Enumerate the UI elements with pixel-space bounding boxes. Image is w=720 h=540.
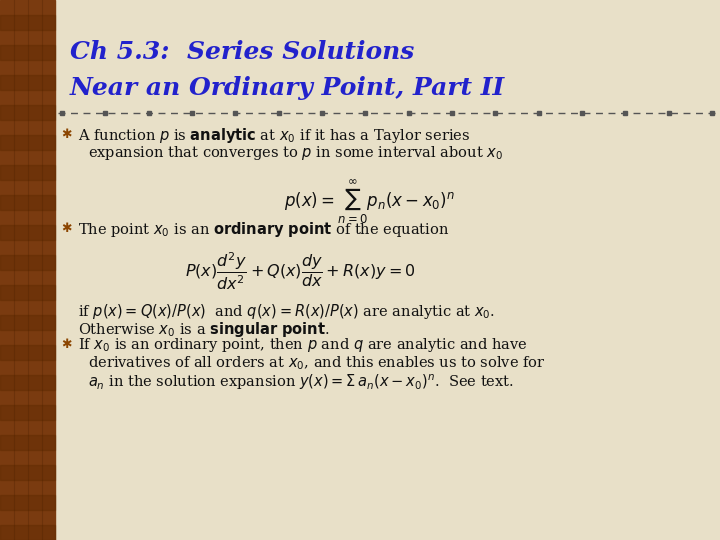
- Bar: [0, 435, 55, 450]
- Text: $P(x)\dfrac{d^2y}{dx^2} + Q(x)\dfrac{dy}{dx} + R(x)y = 0$: $P(x)\dfrac{d^2y}{dx^2} + Q(x)\dfrac{dy}…: [185, 251, 415, 292]
- Text: Near an Ordinary Point, Part II: Near an Ordinary Point, Part II: [70, 76, 505, 100]
- Bar: [0, 195, 55, 210]
- Text: $p(x) = \sum_{n=0}^{\infty} p_n(x - x_0)^n$: $p(x) = \sum_{n=0}^{\infty} p_n(x - x_0)…: [284, 177, 456, 226]
- Bar: [0, 105, 55, 120]
- Text: Otherwise $x_0$ is a $\mathbf{singular\ point}$.: Otherwise $x_0$ is a $\mathbf{singular\ …: [78, 320, 330, 339]
- Bar: [0, 465, 55, 480]
- Text: if $p(x) = Q(x)/P(x)$  and $q(x)= R(x)/P(x)$ are analytic at $x_0$.: if $p(x) = Q(x)/P(x)$ and $q(x)= R(x)/P(…: [78, 302, 495, 321]
- Bar: [0, 495, 55, 510]
- Text: derivatives of all orders at $x_0$, and this enables us to solve for: derivatives of all orders at $x_0$, and …: [88, 354, 546, 372]
- Bar: [0, 405, 55, 420]
- Bar: [0, 315, 55, 330]
- Text: ✱: ✱: [60, 127, 71, 140]
- Text: expansion that converges to $p$ in some interval about $x_0$: expansion that converges to $p$ in some …: [88, 144, 503, 162]
- Text: Ch 5.3:  Series Solutions: Ch 5.3: Series Solutions: [70, 40, 415, 64]
- Bar: [0, 375, 55, 390]
- Bar: [0, 15, 55, 30]
- Text: The point $x_0$ is an $\mathbf{ordinary\ point}$ of the equation: The point $x_0$ is an $\mathbf{ordinary\…: [78, 220, 449, 239]
- Text: ✱: ✱: [60, 221, 71, 234]
- Bar: [0, 135, 55, 150]
- Bar: [0, 165, 55, 180]
- Bar: [0, 345, 55, 360]
- Text: A function $p$ is $\mathbf{analytic}$ at $x_0$ if it has a Taylor series: A function $p$ is $\mathbf{analytic}$ at…: [78, 126, 470, 145]
- Text: ✱: ✱: [60, 338, 71, 350]
- Bar: [0, 255, 55, 270]
- Text: $a_n$ in the solution expansion $y(x) = \Sigma\, a_n(x - x_0)^n$.  See text.: $a_n$ in the solution expansion $y(x) = …: [88, 372, 514, 391]
- Bar: [0, 525, 55, 540]
- Text: If $x_0$ is an ordinary point, then $p$ and $q$ are analytic and have: If $x_0$ is an ordinary point, then $p$ …: [78, 336, 528, 354]
- Bar: [0, 75, 55, 90]
- Bar: [0, 0, 55, 540]
- Bar: [0, 225, 55, 240]
- Bar: [0, 285, 55, 300]
- Bar: [0, 45, 55, 60]
